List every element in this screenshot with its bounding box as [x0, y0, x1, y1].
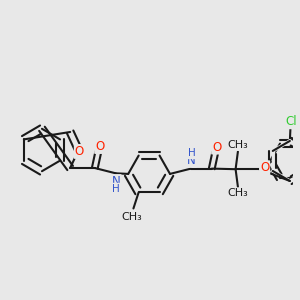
Text: H: H [112, 184, 120, 194]
Text: O: O [260, 161, 269, 174]
Text: O: O [75, 145, 84, 158]
Text: O: O [95, 140, 104, 153]
Text: H: H [188, 148, 195, 158]
Text: CH₃: CH₃ [227, 188, 248, 198]
Text: O: O [212, 141, 221, 154]
Text: CH₃: CH₃ [122, 212, 142, 222]
Text: N: N [187, 154, 196, 167]
Text: N: N [112, 175, 121, 188]
Text: CH₃: CH₃ [227, 140, 248, 150]
Text: Cl: Cl [285, 115, 297, 128]
